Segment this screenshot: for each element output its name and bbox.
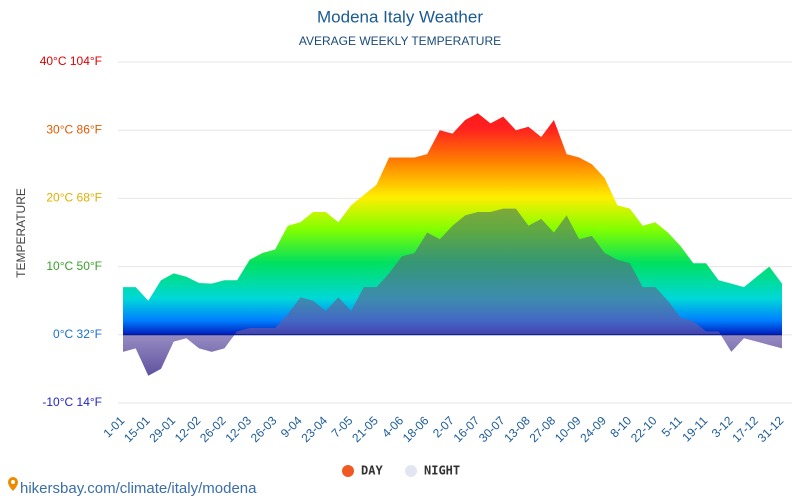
x-tick-label: 21-05: [349, 413, 381, 445]
y-tick-label: 40°C 104°F: [40, 54, 102, 68]
watermark[interactable]: hikersbay.com/climate/italy/modena: [20, 480, 257, 497]
legend-label: DAY: [361, 464, 383, 478]
y-tick-label: 10°C 50°F: [46, 259, 102, 273]
x-tick-label: 29-01: [146, 413, 178, 445]
night-area: [123, 208, 782, 376]
x-tick-label: 17-12: [729, 413, 761, 445]
y-tick-label: 20°C 68°F: [46, 191, 102, 205]
chart-title: Modena Italy Weather: [317, 7, 483, 26]
x-tick-label: 22-10: [628, 413, 660, 445]
x-tick-label: 26-02: [197, 413, 229, 445]
y-tick-label: 0°C 32°F: [53, 327, 102, 341]
x-tick-label: 24-09: [577, 413, 609, 445]
x-tick-label: 26-03: [248, 413, 280, 445]
x-tick-label: 16-07: [451, 413, 483, 445]
y-tick-label: 30°C 86°F: [46, 122, 102, 136]
legend-swatch: [342, 465, 354, 477]
x-tick-label: 12-02: [172, 413, 204, 445]
x-tick-label: 23-04: [299, 413, 331, 445]
x-tick-label: 18-06: [400, 413, 432, 445]
x-tick-label: 10-09: [552, 413, 584, 445]
chart-subtitle: AVERAGE WEEKLY TEMPERATURE: [299, 34, 501, 48]
x-tick-label: 27-08: [527, 413, 559, 445]
y-axis-label: TEMPERATURE: [14, 188, 28, 278]
x-tick-label: 15-01: [121, 413, 153, 445]
legend: DAY NIGHT: [342, 464, 460, 478]
legend-label: NIGHT: [424, 464, 460, 478]
x-tick-label: 31-12: [755, 413, 787, 445]
x-tick-label: 30-07: [476, 413, 508, 445]
x-tick-label: 13-08: [501, 413, 533, 445]
pin-dot: [11, 480, 15, 484]
x-tick-label: 19-11: [679, 413, 710, 444]
y-tick-label: -10°C 14°F: [42, 395, 102, 409]
legend-swatch: [405, 465, 417, 477]
x-tick-label: 12-03: [222, 413, 254, 445]
